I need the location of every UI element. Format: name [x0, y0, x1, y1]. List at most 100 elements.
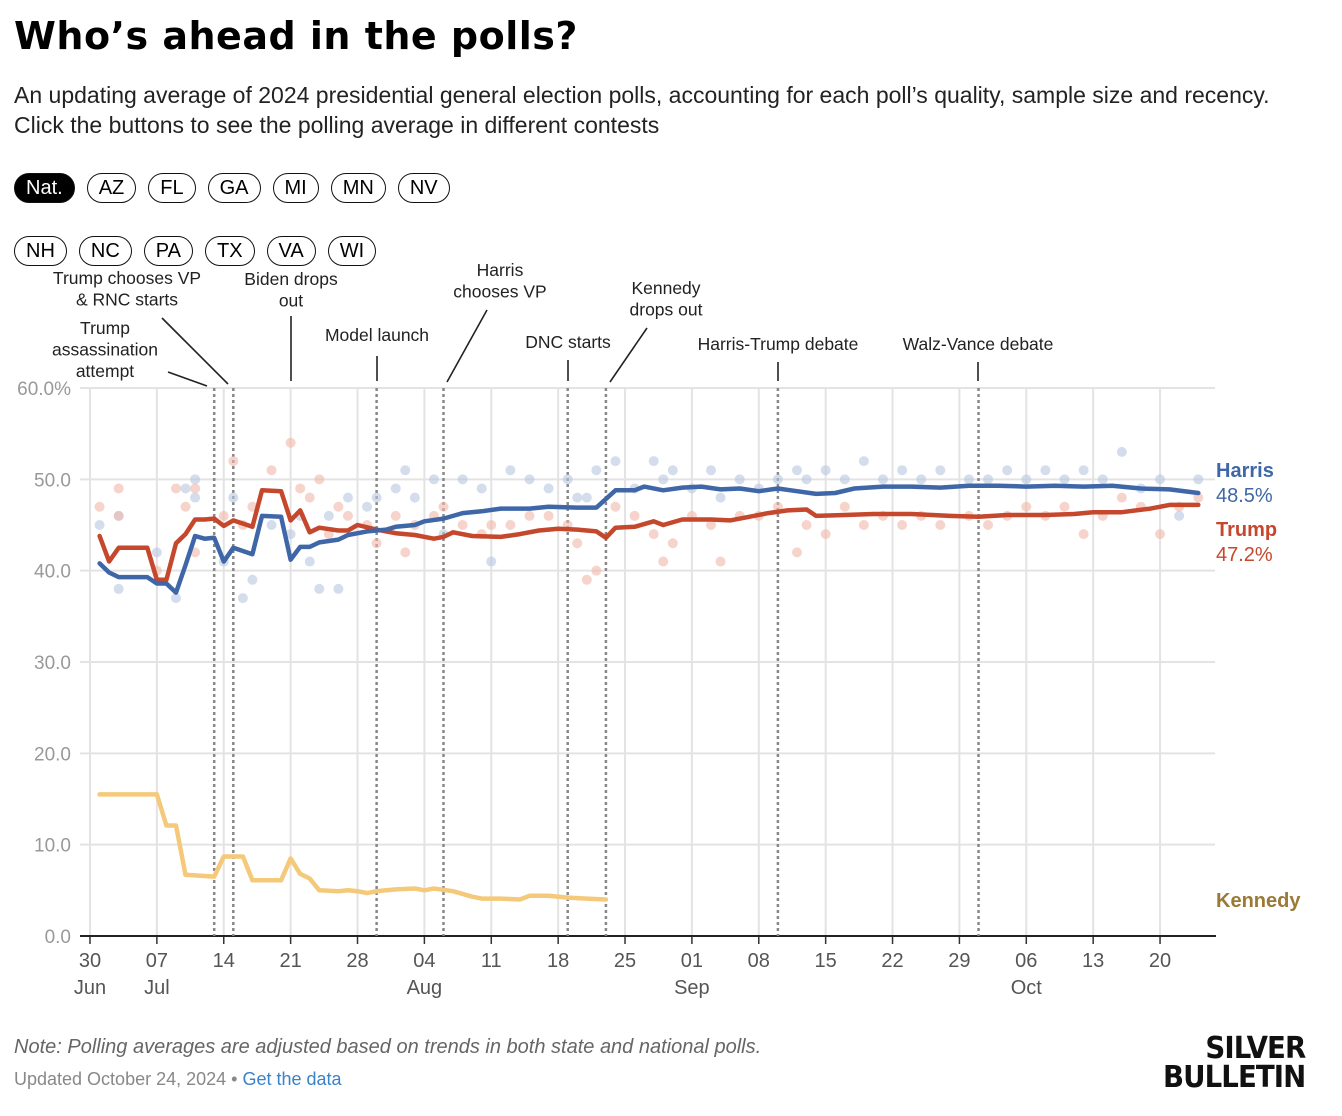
poll-dot-trump: [715, 556, 726, 567]
contest-button-fl[interactable]: FL: [148, 173, 196, 203]
series-value-harris: 48.5%: [1216, 485, 1273, 507]
poll-dot-trump: [572, 538, 583, 549]
event-label: Harris chooses VP: [453, 260, 546, 302]
poll-dot-trump: [333, 501, 344, 512]
poll-dot-harris: [1040, 465, 1051, 476]
poll-dot-harris: [877, 474, 888, 485]
poll-dot-trump: [858, 520, 869, 530]
poll-dot-harris: [486, 556, 497, 567]
event-marker: Trump assassination attempt: [52, 318, 216, 936]
event-label: Trump assassination attempt: [52, 318, 158, 381]
poll-dot-harris: [428, 474, 439, 485]
poll-dot-trump: [218, 510, 229, 521]
series-line-trump: [97, 488, 1201, 583]
poll-dot-trump: [295, 483, 306, 494]
poll-dot-trump: [1116, 492, 1127, 503]
poll-dot-harris: [983, 474, 994, 485]
contest-button-nv[interactable]: NV: [397, 173, 450, 203]
poll-dot-harris: [237, 593, 248, 604]
poll-dot-trump: [897, 520, 908, 530]
y-tick-label: 10.0: [34, 836, 71, 857]
poll-dot-harris: [333, 583, 344, 594]
poll-dot-harris: [1097, 474, 1108, 485]
poll-dot-trump: [839, 501, 850, 512]
poll-dot-harris: [409, 492, 420, 503]
event-label: Trump chooses VP & RNC starts: [53, 268, 201, 310]
x-tick-day: 04: [413, 950, 435, 972]
poll-dot-harris: [314, 583, 325, 594]
poll-dot-trump: [180, 501, 191, 512]
updated-date: Updated October 24, 2024: [14, 1069, 227, 1089]
poll-dot-harris: [935, 465, 946, 476]
x-tick-day: 14: [213, 950, 235, 972]
poll-dot-trump: [170, 483, 181, 494]
series-value-trump: 47.2%: [1216, 544, 1273, 566]
poll-dot-harris: [400, 465, 411, 476]
contest-buttons-row-2: NH NC PA TX VA WI: [14, 236, 377, 266]
silver-bulletin-logo: SILVER BULLETIN: [1163, 1031, 1306, 1095]
x-tick-month: Jun: [74, 977, 106, 999]
poll-dot-harris: [228, 492, 239, 503]
poll-dot-trump: [113, 510, 124, 521]
poll-dot-trump: [113, 483, 124, 494]
x-tick-day: 22: [881, 950, 903, 972]
poll-dot-harris: [113, 583, 124, 594]
poll-dot-trump: [1078, 529, 1089, 540]
event-label: Kennedy drops out: [630, 278, 703, 320]
x-tick-month: Aug: [407, 977, 443, 999]
event-marker: Trump chooses VP & RNC starts: [53, 268, 235, 936]
poll-dot-trump: [658, 556, 669, 567]
contest-button-tx[interactable]: TX: [204, 236, 255, 266]
separator-dot: •: [231, 1069, 238, 1089]
contest-button-wi[interactable]: WI: [327, 236, 377, 266]
contest-button-pa[interactable]: PA: [143, 236, 193, 266]
contest-button-nc[interactable]: NC: [78, 236, 132, 266]
x-tick-day: 20: [1149, 950, 1171, 972]
poll-dot-trump: [390, 510, 401, 521]
poll-dot-harris: [266, 520, 277, 530]
poll-dot-trump: [629, 510, 640, 521]
poll-dot-harris: [772, 474, 783, 485]
x-tick-day: 08: [748, 950, 770, 972]
x-tick-day: 06: [1015, 950, 1037, 972]
contest-button-nat[interactable]: Nat.: [14, 173, 75, 203]
poll-dot-trump: [486, 520, 497, 530]
y-tick-label: 40.0: [34, 562, 71, 583]
poll-dot-trump: [94, 501, 105, 512]
x-tick-month: Oct: [1011, 977, 1043, 999]
poll-dot-trump: [438, 501, 449, 512]
poll-dot-trump: [1193, 492, 1204, 503]
contest-button-ga[interactable]: GA: [207, 173, 261, 203]
poll-dot-harris: [1002, 465, 1013, 476]
contest-button-nh[interactable]: NH: [14, 236, 67, 266]
gridlines: 0.0 10.0 20.0 30.0 40.0 50.0 60.0% 30 Jun 07 Jul 14…: [17, 379, 1215, 999]
contest-button-va[interactable]: VA: [266, 236, 316, 266]
event-marker: Walz-Vance debate: [903, 334, 1053, 936]
poll-dot-harris: [543, 483, 554, 494]
get-the-data-link[interactable]: Get the data: [242, 1069, 342, 1089]
x-tick-day: 18: [547, 950, 569, 972]
event-marker: Kennedy drops out: [604, 278, 703, 936]
poll-dot-harris: [247, 574, 258, 585]
poll-dot-trump: [266, 465, 277, 476]
x-tick-day: 25: [614, 950, 636, 972]
x-tick-month: Jul: [144, 977, 170, 999]
poll-dot-harris: [1155, 474, 1166, 485]
updated-line: Updated October 24, 2024 • Get the data: [14, 1069, 342, 1090]
poll-dot-harris: [190, 492, 201, 503]
contest-button-mi[interactable]: MI: [272, 173, 319, 203]
contest-button-az[interactable]: AZ: [86, 173, 137, 203]
x-tick-day: 07: [146, 950, 168, 972]
series-line-harris: [97, 483, 1201, 595]
poll-dot-trump: [667, 538, 678, 549]
poll-dot-harris: [562, 474, 573, 485]
poll-dot-harris: [572, 492, 583, 503]
poll-dot-trump: [791, 547, 802, 558]
x-tick-day: 21: [280, 950, 302, 972]
poll-dot-trump: [1059, 501, 1070, 512]
poll-dot-harris: [581, 492, 592, 503]
poll-dot-trump: [285, 437, 296, 448]
contest-button-mn[interactable]: MN: [330, 173, 386, 203]
poll-dot-harris: [715, 492, 726, 503]
